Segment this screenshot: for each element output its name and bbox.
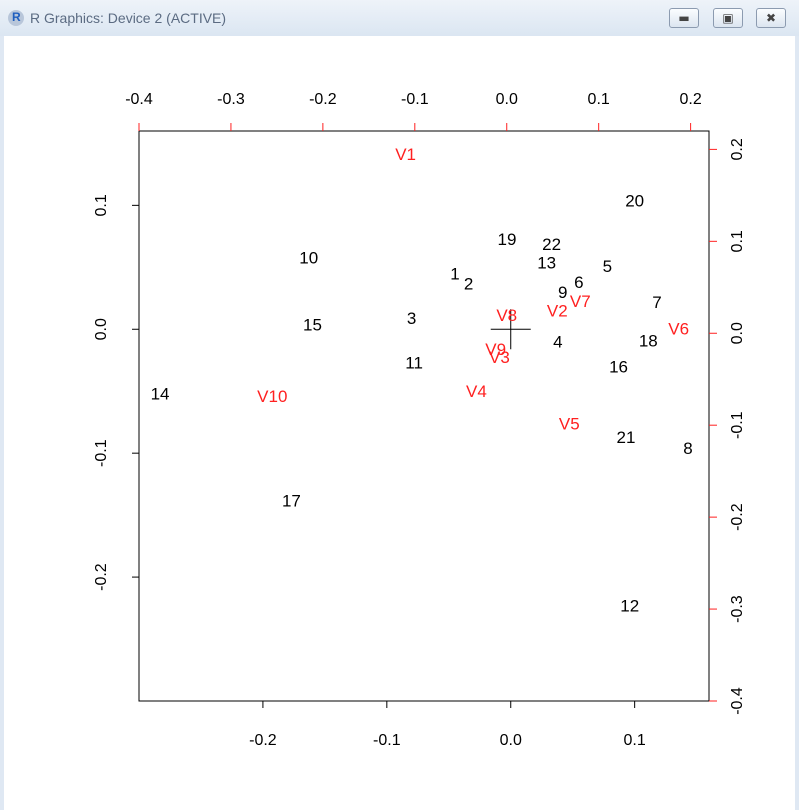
- right-axis-tick-label: -0.2: [729, 503, 746, 531]
- y-axis-tick-label: -0.1: [93, 439, 110, 467]
- observation-label: 8: [683, 439, 692, 458]
- x-axis-tick-label: -0.1: [373, 732, 401, 749]
- top-axis-tick-label: -0.4: [125, 91, 153, 108]
- top-axis-tick-label: 0.2: [679, 91, 701, 108]
- variable-label: V7: [570, 292, 591, 311]
- observation-label: 2: [464, 274, 473, 293]
- observation-label: 7: [652, 293, 661, 312]
- observation-label: 15: [303, 315, 322, 334]
- variable-label: V2: [547, 301, 568, 320]
- observation-label: 3: [407, 309, 416, 328]
- observation-label: 12: [620, 597, 639, 616]
- variable-label: V3: [489, 348, 510, 367]
- top-axis-tick-label: 0.0: [496, 91, 518, 108]
- plot-device-area: -0.2 -0.1 0.0 0.1 -0.2 -0.1 0.0 0.1 -0.4 -0.3 -0.2…: [4, 36, 795, 810]
- observation-label: 10: [299, 248, 318, 267]
- minimize-icon: ▬: [678, 11, 690, 25]
- biplot-chart: -0.2 -0.1 0.0 0.1 -0.2 -0.1 0.0 0.1 -0.4 -0.3 -0.2…: [93, 91, 746, 749]
- close-button[interactable]: ✖: [756, 8, 786, 28]
- top-axis-tick-label: -0.3: [217, 91, 245, 108]
- variable-label: V4: [466, 382, 487, 401]
- observation-label: 16: [609, 357, 628, 376]
- r-app-icon: R: [8, 10, 24, 26]
- observation-label: 4: [553, 333, 562, 352]
- x-axis-tick-label: 0.1: [624, 732, 646, 749]
- title-bar[interactable]: R R Graphics: Device 2 (ACTIVE) ▬ ▣ ✖: [0, 0, 799, 36]
- x-axis-tick-label: 0.0: [500, 732, 522, 749]
- observation-label: 17: [282, 491, 301, 510]
- x-axis-tick-label: -0.2: [249, 732, 277, 749]
- window-title: R Graphics: Device 2 (ACTIVE): [30, 10, 227, 26]
- r-logo-letter: R: [12, 10, 21, 24]
- plot-frame: [138, 130, 710, 702]
- top-axis-tick-label: -0.1: [401, 91, 429, 108]
- right-axis-tick-label: -0.1: [729, 411, 746, 439]
- variable-label: V6: [668, 320, 689, 339]
- observation-label: 13: [537, 253, 556, 272]
- right-axis-tick-label: -0.4: [729, 687, 746, 715]
- observation-label: 19: [498, 230, 517, 249]
- variable-label: V9: [485, 340, 506, 359]
- close-icon: ✖: [765, 11, 777, 25]
- right-axis-tick-label: 0.0: [729, 322, 746, 344]
- variable-label: V1: [395, 145, 416, 164]
- y-axis-tick-label: 0.1: [93, 194, 110, 216]
- observation-label: 14: [151, 385, 170, 404]
- observation-label: 21: [617, 428, 636, 447]
- y-axis-tick-label: -0.2: [93, 563, 110, 591]
- top-axis-tick-label: 0.1: [588, 91, 610, 108]
- maximize-icon: ▣: [722, 11, 734, 25]
- variable-label: V10: [257, 387, 287, 406]
- observation-label: 20: [625, 191, 644, 210]
- observation-label: 22: [542, 235, 561, 254]
- observation-label: 11: [405, 354, 423, 373]
- right-axis-tick-label: 0.1: [729, 230, 746, 252]
- minimize-button[interactable]: ▬: [669, 8, 699, 28]
- observation-label: 6: [574, 273, 583, 292]
- right-axis-tick-label: -0.3: [729, 595, 746, 623]
- observation-label: 18: [639, 331, 658, 350]
- observation-label: 1: [450, 265, 459, 284]
- observation-label: 5: [603, 257, 612, 276]
- y-axis-tick-label: 0.0: [93, 318, 110, 340]
- observation-label: 9: [558, 283, 567, 302]
- right-axis-tick-label: 0.2: [729, 138, 746, 160]
- top-axis-tick-label: -0.2: [309, 91, 337, 108]
- maximize-button[interactable]: ▣: [713, 8, 743, 28]
- variable-label: V8: [496, 306, 517, 325]
- variable-label: V5: [559, 414, 580, 433]
